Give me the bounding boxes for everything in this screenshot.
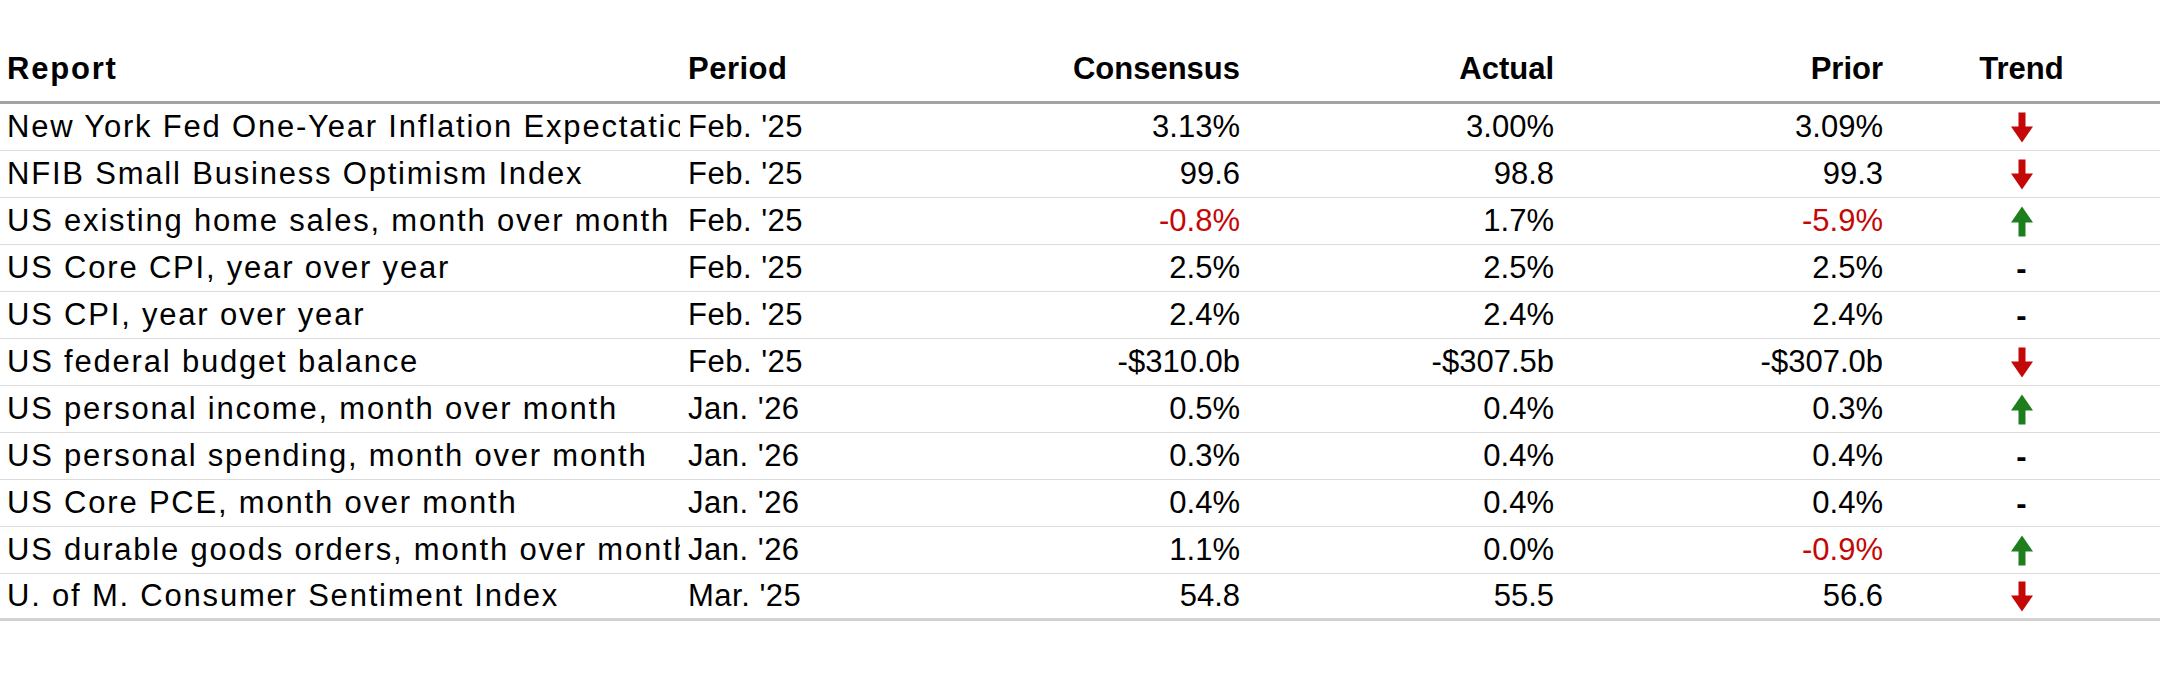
period-cell: Feb. '25 xyxy=(680,156,856,192)
report-cell: US existing home sales, month over month xyxy=(0,203,680,239)
consensus-cell: 0.5% xyxy=(856,391,1240,427)
trend-up-arrow-icon xyxy=(2011,535,2033,566)
column-header-consensus: Consensus xyxy=(856,51,1240,87)
trend-cell xyxy=(1883,581,2160,612)
table-row: US Core PCE, month over monthJan. '260.4… xyxy=(0,480,2160,527)
period-cell: Feb. '25 xyxy=(680,344,856,380)
report-cell: US CPI, year over year xyxy=(0,297,680,333)
actual-cell: 0.4% xyxy=(1240,391,1554,427)
trend-flat-dash: - xyxy=(2016,253,2026,284)
trend-cell: - xyxy=(1883,441,2160,472)
period-cell: Mar. '25 xyxy=(680,578,856,614)
table-row: US federal budget balanceFeb. '25-$310.0… xyxy=(0,339,2160,386)
consensus-cell: 0.3% xyxy=(856,438,1240,474)
report-cell: US Core CPI, year over year xyxy=(0,250,680,286)
period-cell: Jan. '26 xyxy=(680,438,856,474)
table-row: New York Fed One-Year Inflation Expectat… xyxy=(0,104,2160,151)
actual-cell: -$307.5b xyxy=(1240,344,1554,380)
table-row: US Core CPI, year over yearFeb. '252.5%2… xyxy=(0,245,2160,292)
trend-cell xyxy=(1883,347,2160,378)
column-header-prior: Prior xyxy=(1554,51,1883,87)
report-cell: US personal spending, month over month xyxy=(0,438,680,474)
actual-cell: 2.4% xyxy=(1240,297,1554,333)
report-cell: New York Fed One-Year Inflation Expectat… xyxy=(0,109,680,145)
trend-up-arrow-icon xyxy=(2011,394,2033,425)
prior-cell: 0.4% xyxy=(1554,485,1883,521)
consensus-cell: 99.6 xyxy=(856,156,1240,192)
report-cell: NFIB Small Business Optimism Index xyxy=(0,156,680,192)
table-header-row: Report Period Consensus Actual Prior Tre… xyxy=(0,37,2160,104)
table-row: US durable goods orders, month over mont… xyxy=(0,527,2160,574)
period-cell: Feb. '25 xyxy=(680,297,856,333)
trend-flat-dash: - xyxy=(2016,488,2026,519)
consensus-cell: 2.4% xyxy=(856,297,1240,333)
period-cell: Jan. '26 xyxy=(680,532,856,568)
consensus-cell: 0.4% xyxy=(856,485,1240,521)
actual-cell: 0.0% xyxy=(1240,532,1554,568)
table-row: US existing home sales, month over month… xyxy=(0,198,2160,245)
prior-cell: -$307.0b xyxy=(1554,344,1883,380)
consensus-cell: 54.8 xyxy=(856,578,1240,614)
consensus-cell: -0.8% xyxy=(856,203,1240,239)
prior-cell: 99.3 xyxy=(1554,156,1883,192)
trend-cell: - xyxy=(1883,300,2160,331)
period-cell: Jan. '26 xyxy=(680,391,856,427)
report-cell: US federal budget balance xyxy=(0,344,680,380)
trend-cell xyxy=(1883,159,2160,190)
trend-cell: - xyxy=(1883,253,2160,284)
trend-cell xyxy=(1883,112,2160,143)
trend-flat-dash: - xyxy=(2016,441,2026,472)
actual-cell: 55.5 xyxy=(1240,578,1554,614)
consensus-cell: 3.13% xyxy=(856,109,1240,145)
table-row: US personal income, month over monthJan.… xyxy=(0,386,2160,433)
period-cell: Jan. '26 xyxy=(680,485,856,521)
actual-cell: 0.4% xyxy=(1240,485,1554,521)
column-header-period: Period xyxy=(680,51,856,87)
prior-cell: 2.5% xyxy=(1554,250,1883,286)
report-cell: US durable goods orders, month over mont… xyxy=(0,532,680,568)
actual-cell: 0.4% xyxy=(1240,438,1554,474)
trend-cell xyxy=(1883,394,2160,425)
table-row: US CPI, year over yearFeb. '252.4%2.4%2.… xyxy=(0,292,2160,339)
column-header-report: Report xyxy=(0,51,680,87)
column-header-trend: Trend xyxy=(1883,51,2160,87)
period-cell: Feb. '25 xyxy=(680,109,856,145)
column-header-actual: Actual xyxy=(1240,51,1554,87)
actual-cell: 3.00% xyxy=(1240,109,1554,145)
table-row: NFIB Small Business Optimism IndexFeb. '… xyxy=(0,151,2160,198)
trend-cell: - xyxy=(1883,488,2160,519)
trend-down-arrow-icon xyxy=(2011,112,2033,143)
trend-down-arrow-icon xyxy=(2011,159,2033,190)
period-cell: Feb. '25 xyxy=(680,203,856,239)
prior-cell: 0.3% xyxy=(1554,391,1883,427)
table-row: US personal spending, month over monthJa… xyxy=(0,433,2160,480)
report-cell: US Core PCE, month over month xyxy=(0,485,680,521)
consensus-cell: 2.5% xyxy=(856,250,1240,286)
table-body: New York Fed One-Year Inflation Expectat… xyxy=(0,104,2160,621)
trend-flat-dash: - xyxy=(2016,300,2026,331)
prior-cell: 3.09% xyxy=(1554,109,1883,145)
actual-cell: 1.7% xyxy=(1240,203,1554,239)
trend-cell xyxy=(1883,535,2160,566)
period-cell: Feb. '25 xyxy=(680,250,856,286)
prior-cell: 0.4% xyxy=(1554,438,1883,474)
trend-up-arrow-icon xyxy=(2011,206,2033,237)
prior-cell: 56.6 xyxy=(1554,578,1883,614)
report-cell: U. of M. Consumer Sentiment Index xyxy=(0,578,680,614)
trend-down-arrow-icon xyxy=(2011,347,2033,378)
report-cell: US personal income, month over month xyxy=(0,391,680,427)
prior-cell: -0.9% xyxy=(1554,532,1883,568)
table-row: U. of M. Consumer Sentiment IndexMar. '2… xyxy=(0,574,2160,621)
trend-cell xyxy=(1883,206,2160,237)
prior-cell: -5.9% xyxy=(1554,203,1883,239)
economic-data-table: Report Period Consensus Actual Prior Tre… xyxy=(0,0,2160,621)
actual-cell: 2.5% xyxy=(1240,250,1554,286)
prior-cell: 2.4% xyxy=(1554,297,1883,333)
consensus-cell: -$310.0b xyxy=(856,344,1240,380)
consensus-cell: 1.1% xyxy=(856,532,1240,568)
trend-down-arrow-icon xyxy=(2011,581,2033,612)
actual-cell: 98.8 xyxy=(1240,156,1554,192)
